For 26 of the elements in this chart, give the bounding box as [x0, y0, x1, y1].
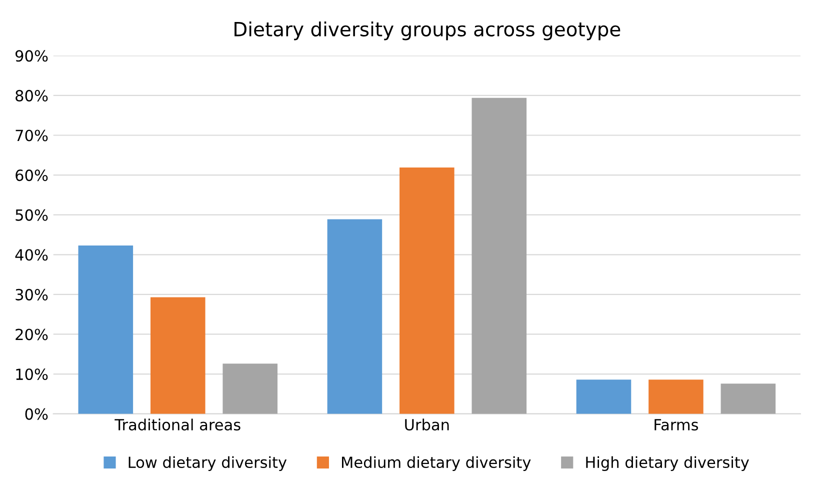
y-tick-label: 70% [16, 130, 48, 142]
bar [222, 364, 278, 414]
bar [576, 380, 632, 414]
y-tick-label: 60% [16, 170, 48, 182]
y-tick-label: 90% [16, 50, 48, 62]
y-tick-label: 20% [16, 328, 48, 340]
legend-label: Low dietary diversity [128, 456, 287, 472]
bar [150, 297, 206, 414]
legend-label: High dietary diversity [586, 456, 749, 472]
bar [327, 219, 382, 414]
y-tick-label: 80% [16, 90, 48, 102]
bar [400, 167, 454, 414]
x-tick-label: Traditional areas [114, 418, 240, 431]
y-tick-label: 30% [16, 288, 48, 300]
legend-label: Medium dietary diversity [342, 456, 531, 472]
y-tick-label: 0% [25, 408, 48, 420]
bar [648, 380, 704, 414]
x-tick-label: Farms [654, 419, 698, 431]
y-tick-label: 50% [16, 209, 48, 221]
chart-title: Dietary diversity groups across geotype [234, 21, 620, 40]
bar [472, 98, 527, 414]
y-tick-label: 40% [15, 249, 48, 261]
bar [78, 245, 134, 414]
y-tick-label: 10% [16, 368, 48, 380]
bar [720, 384, 776, 414]
x-tick-label: Urban [405, 418, 449, 431]
